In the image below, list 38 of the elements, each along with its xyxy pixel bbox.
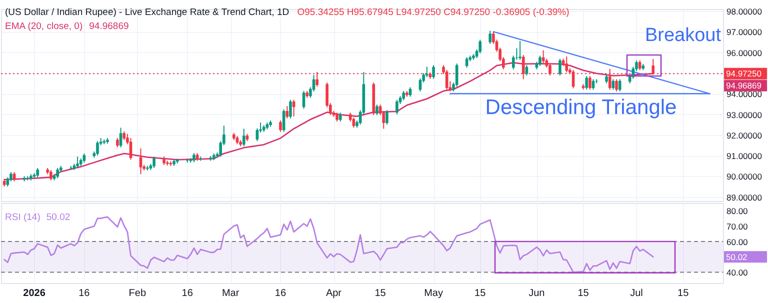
- annotation: Breakout: [644, 25, 722, 46]
- y-tick-label: 93.00000: [726, 110, 762, 120]
- chart-title: (US Dollar / Indian Rupee) - Live Exchange Rate & Trend Chart, 1D: [5, 7, 290, 18]
- annotation: 94.96869: [89, 21, 129, 32]
- x-tick-label: Mar: [222, 288, 240, 299]
- annotation: O95.34255 H95.67945 L94.97250 C94.97250 -0.36905 (-0.39%): [297, 7, 570, 18]
- x-tick-label: 15: [578, 288, 590, 299]
- x-tick-label: Jul: [630, 288, 643, 299]
- text: 94.96869: [726, 80, 762, 91]
- y-tick-label: 98.00000: [726, 6, 762, 17]
- y-tick-label: 94.00000: [726, 89, 762, 100]
- ref-line-label: 94.97250: [726, 68, 762, 79]
- y-tick-label: 80.00: [726, 206, 748, 216]
- x-tick-label: 15: [374, 288, 386, 299]
- x-tick-label: Jun: [528, 288, 545, 299]
- text: RSI (14): [5, 212, 40, 223]
- x-tick-label: 16: [182, 288, 194, 299]
- annotation: Descending Triangle: [485, 96, 677, 119]
- x-tick-label: 16: [274, 288, 286, 299]
- y-tick-label: 97.00000: [726, 27, 762, 38]
- x-tick-label: 15: [678, 288, 690, 299]
- text: EMA (20, close, 0): [5, 21, 83, 32]
- y-tick-label: 92.00000: [726, 130, 762, 140]
- y-tick-label: 90.00000: [726, 172, 762, 182]
- x-tick-label: Feb: [128, 288, 146, 299]
- x-tick-label: 15: [474, 288, 486, 299]
- annotation: 50.02: [46, 212, 70, 223]
- y-tick-label: 96.00000: [726, 48, 762, 58]
- x-tick-label: May: [424, 288, 443, 299]
- y-tick-label: 91.00000: [726, 151, 762, 162]
- y-tick-label: 89.00000: [726, 192, 762, 202]
- x-tick-label: Apr: [326, 288, 342, 299]
- x-tick-label: 16: [78, 288, 90, 299]
- y-tick-label: 40.00: [726, 268, 748, 278]
- text: 50.02: [726, 252, 748, 262]
- y-tick-label: 70.00: [726, 222, 748, 232]
- y-tick-label: 60.00: [726, 236, 748, 247]
- x-tick-label: 2026: [23, 288, 46, 299]
